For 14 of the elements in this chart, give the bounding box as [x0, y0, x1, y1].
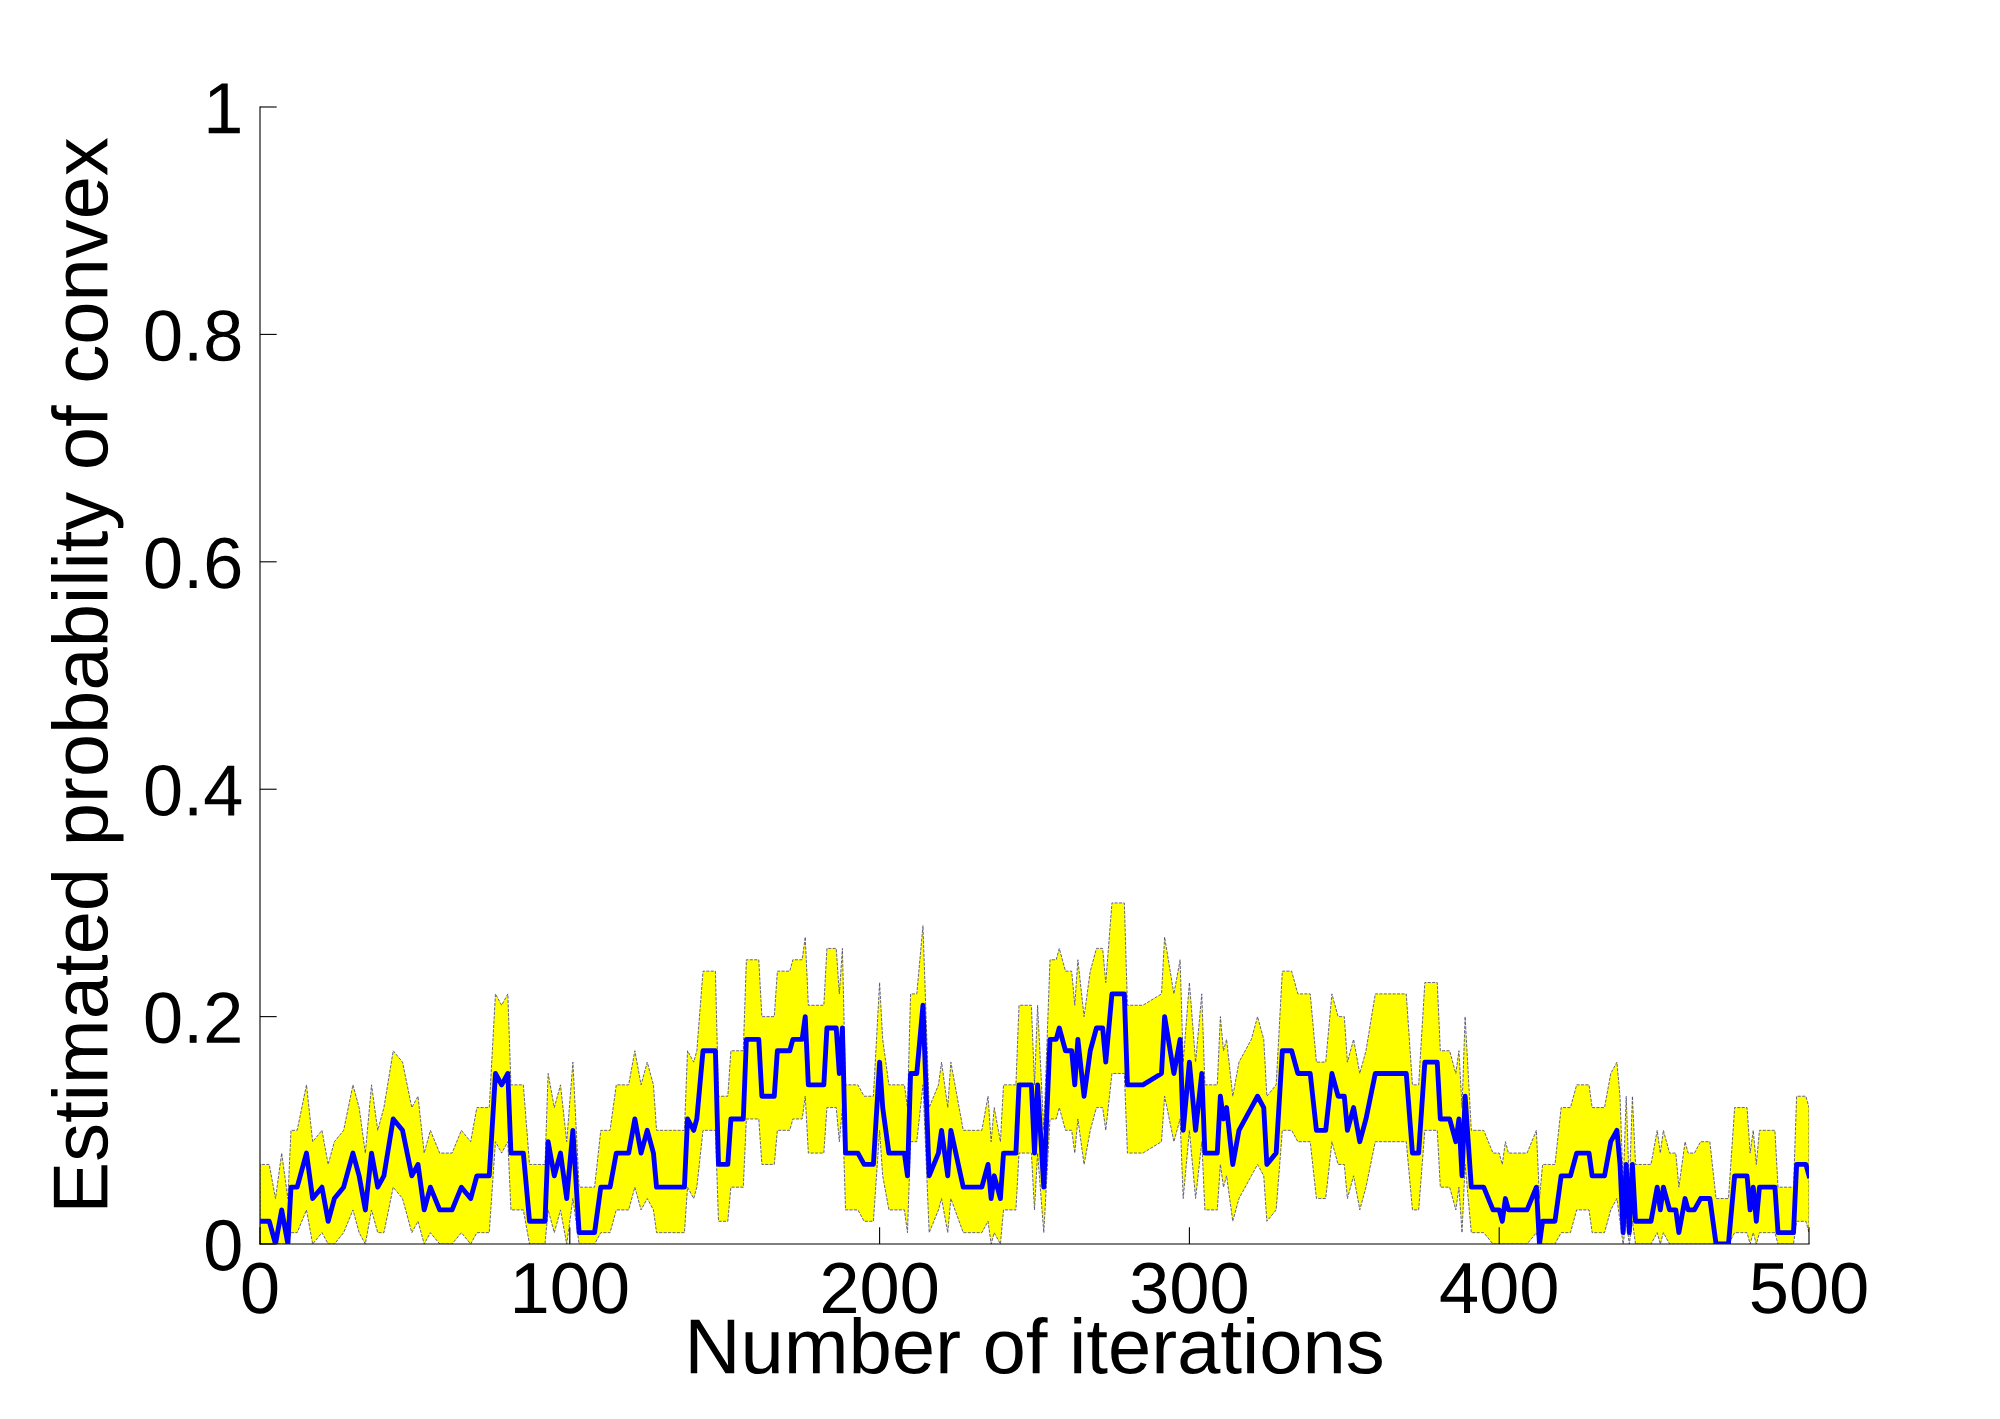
y-tick-label: 0.4: [145, 764, 242, 817]
x-tick-label: 200: [822, 1262, 938, 1314]
y-tick-label: 0.6: [145, 537, 241, 589]
x-tick-label: 0: [242, 1262, 278, 1314]
x-tick-label: 400: [1440, 1262, 1557, 1314]
y-tick-label: 0.8: [145, 310, 241, 362]
y-tick-label: 0: [205, 1219, 241, 1271]
y-tick-label: 1: [208, 83, 240, 134]
x-axis-title: Number of iterations: [690, 1316, 1382, 1375]
y-axis-title: Estimated probability of convex: [51, 138, 124, 1208]
y-tick-label: 0.2: [145, 992, 240, 1044]
x-tick-label: 500: [1751, 1262, 1867, 1314]
x-tick-label: 100: [515, 1262, 628, 1314]
x-tick-label: 300: [1131, 1262, 1247, 1314]
